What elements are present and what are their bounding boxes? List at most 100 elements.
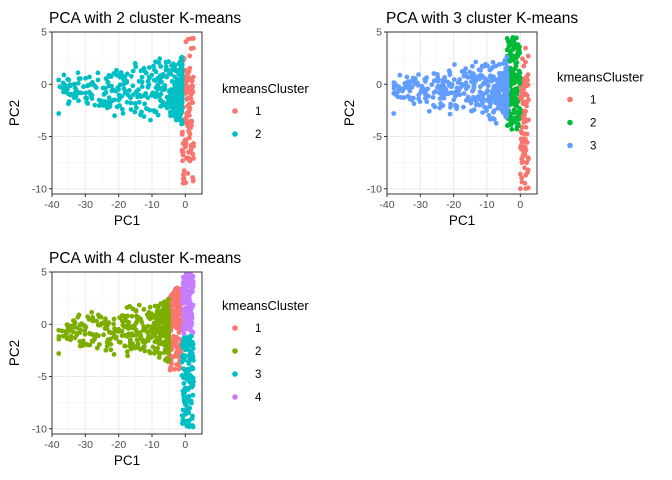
data-point-series-3 [473,59,479,65]
y-tick-label: 5 [376,27,382,39]
data-point-series-2 [153,59,158,65]
data-point-series-1 [187,65,193,71]
data-point-series-3 [391,111,397,116]
data-point-series-3 [470,88,475,94]
data-point-series-3 [424,99,430,105]
data-point-series-2 [139,74,145,80]
data-point-series-2 [514,35,519,41]
data-point-series-2 [72,324,77,330]
data-point-series-2 [157,326,163,331]
y-tick-label: -10 [367,183,382,195]
data-point-series-3 [441,89,447,94]
data-point-series-3 [484,78,490,84]
data-point-series-2 [111,321,116,327]
data-point-series-2 [120,111,126,116]
data-point-series-2 [76,76,82,81]
data-point-series-2 [111,316,117,322]
data-point-series-2 [158,104,164,109]
data-point-series-2 [125,353,130,359]
panel-border [51,31,203,195]
data-point-series-3 [486,113,492,118]
data-point-series-3 [422,95,428,101]
data-point-series-2 [62,333,68,339]
data-point-series-1 [522,99,527,105]
data-point-series-3 [180,353,185,359]
data-point-series-2 [158,301,164,306]
data-point-series-2 [145,84,151,90]
data-point-series-3 [190,366,196,371]
data-point-series-2 [511,80,517,86]
data-point-series-1 [184,90,190,96]
data-point-series-3 [412,76,418,81]
data-point-series-1 [523,59,528,65]
data-point-series-3 [493,63,499,69]
data-point-series-3 [480,110,485,115]
data-point-series-2 [80,338,86,344]
data-point-series-2 [147,334,153,339]
data-point-series-2 [179,66,185,72]
data-point-series-3 [186,393,192,399]
data-point-series-1 [524,160,530,166]
data-point-series-2 [129,331,135,337]
data-point-series-2 [153,85,159,91]
data-point-series-2 [120,322,126,328]
data-point-series-3 [499,81,505,86]
data-point-series-1 [522,152,528,157]
data-point-series-1 [187,94,193,100]
legend-key-1 [232,108,238,114]
x-tick-label: -20 [446,199,461,211]
data-point-series-2 [125,326,131,331]
data-point-series-2 [156,316,161,322]
data-point-series-1 [190,151,196,157]
data-point-series-2 [174,110,180,116]
legend-key-2 [232,131,238,137]
data-point-series-2 [140,339,146,344]
data-point-series-2 [133,64,139,70]
data-point-series-3 [474,95,480,100]
data-point-series-3 [452,93,458,99]
data-point-series-2 [516,116,522,122]
data-point-series-2 [508,91,513,96]
data-point-series-2 [179,100,185,106]
data-point-series-3 [453,103,458,109]
data-point-series-1 [190,83,196,89]
data-point-series-2 [152,109,158,115]
data-point-series-3 [491,108,497,114]
data-point-series-3 [481,81,486,86]
data-point-series-2 [175,84,181,89]
data-point-series-1 [172,366,177,372]
data-point-series-3 [187,405,193,411]
x-tick-label: -40 [379,199,394,211]
chart-title: PCA with 4 cluster K-means [49,250,241,267]
data-point-series-3 [430,95,436,100]
data-point-series-1 [520,56,525,62]
data-point-series-2 [75,70,81,76]
data-point-series-2 [67,82,73,88]
data-point-series-2 [130,68,136,74]
data-point-series-2 [59,328,65,334]
data-point-series-2 [86,316,92,322]
data-point-series-2 [155,75,161,81]
data-point-series-2 [179,107,184,113]
data-point-series-2 [87,342,93,348]
data-point-series-3 [461,69,467,75]
data-point-series-2 [124,71,130,77]
data-point-series-2 [98,314,104,320]
data-point-series-3 [181,391,187,397]
x-tick-label: -10 [479,199,494,211]
data-point-series-3 [493,120,499,126]
y-tick-label: -10 [32,183,47,195]
data-point-series-2 [130,92,136,98]
data-point-series-2 [109,83,114,89]
data-point-series-2 [517,81,523,86]
data-point-series-3 [438,101,443,106]
data-point-series-1 [523,186,529,192]
x-tick-label: 0 [182,199,188,211]
data-point-series-2 [155,304,161,310]
y-tick-label: -5 [38,371,47,383]
data-point-series-2 [156,355,162,360]
legend-key-3 [567,142,573,149]
data-point-series-2 [83,75,88,81]
data-point-series-3 [477,76,483,81]
data-point-series-2 [95,70,101,76]
